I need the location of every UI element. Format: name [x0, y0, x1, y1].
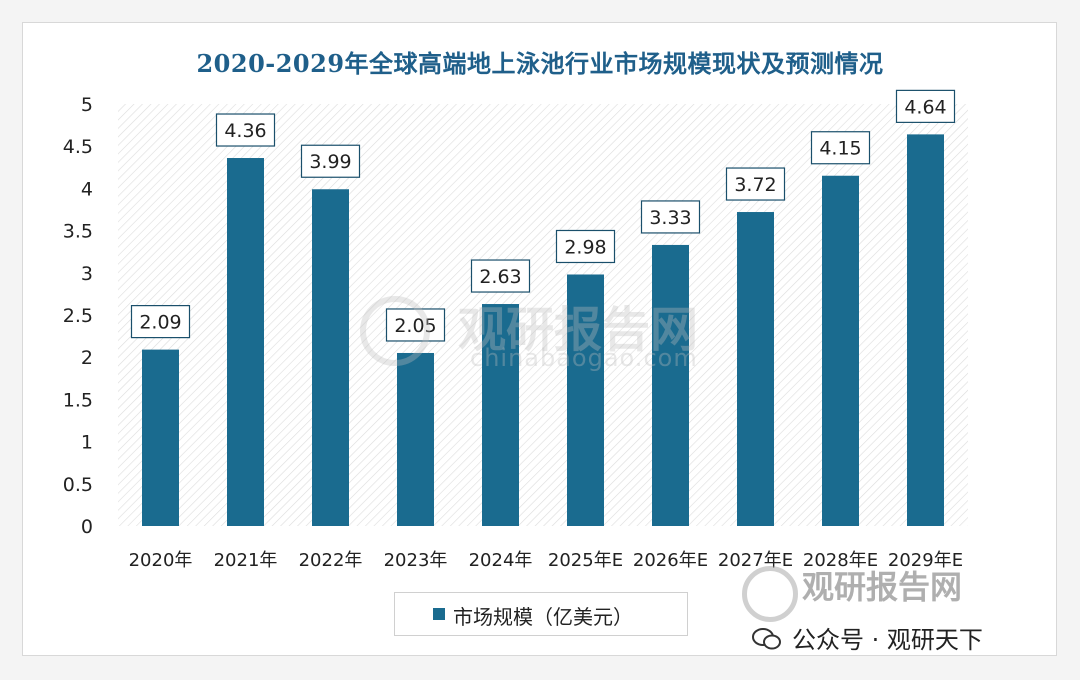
data-label: 4.15 [819, 138, 861, 160]
y-tick-label: 1 [81, 432, 93, 454]
bar [482, 304, 519, 526]
x-tick-label: 2027年E [718, 550, 793, 571]
bar [652, 244, 689, 526]
bar [312, 189, 349, 526]
x-tick-label: 2025年E [548, 550, 623, 571]
bar [397, 352, 434, 526]
y-tick-label: 3 [81, 263, 93, 285]
x-tick-label: 2022年 [299, 550, 363, 571]
y-tick-label: 5 [81, 94, 93, 116]
x-tick-label: 2028年E [803, 550, 878, 571]
data-label-box [470, 259, 531, 293]
bar [907, 134, 944, 526]
y-tick-label: 2 [81, 347, 93, 369]
data-label-box [810, 131, 871, 165]
chart-legend: 市场规模（亿美元） [394, 592, 688, 636]
legend-swatch [433, 608, 445, 620]
data-label-box [640, 200, 701, 234]
data-label-box [895, 89, 956, 123]
data-label: 4.64 [904, 96, 946, 118]
legend-label: 市场规模（亿美元） [453, 605, 633, 629]
x-tick-label: 2026年E [633, 550, 708, 571]
y-tick-label: 1.5 [63, 389, 93, 411]
y-tick-label: 0 [81, 516, 93, 538]
data-label: 2.63 [479, 266, 521, 288]
bar [227, 158, 264, 527]
y-tick-label: 2.5 [63, 305, 93, 327]
y-tick-label: 0.5 [63, 474, 93, 496]
data-label: 2.09 [139, 312, 181, 334]
x-tick-label: 2021年 [214, 550, 278, 571]
bar [142, 349, 179, 526]
data-label: 3.99 [309, 151, 351, 173]
data-label: 4.36 [224, 120, 266, 142]
data-label-box [385, 308, 446, 342]
x-tick-label: 2020年 [129, 550, 193, 571]
x-tick-label: 2029年E [888, 550, 963, 571]
data-label-box [130, 305, 191, 339]
data-label-box [300, 144, 361, 178]
data-label: 2.05 [394, 315, 436, 337]
x-tick-label: 2024年 [469, 550, 533, 571]
chart-title: 2020-2029年全球高端地上泳池行业市场规模现状及预测情况 [196, 49, 884, 78]
data-label: 2.98 [564, 236, 606, 258]
bar [567, 274, 604, 526]
data-label: 3.72 [734, 174, 776, 196]
y-tick-label: 3.5 [63, 221, 93, 243]
bar [737, 212, 774, 527]
bar [822, 175, 859, 527]
data-label: 3.33 [649, 207, 691, 229]
data-label-box [555, 229, 616, 264]
y-tick-label: 4 [81, 178, 93, 200]
y-tick-label: 4.5 [63, 136, 93, 158]
data-label-box [725, 167, 786, 201]
data-label-box [215, 113, 276, 147]
x-tick-label: 2023年 [384, 550, 448, 571]
